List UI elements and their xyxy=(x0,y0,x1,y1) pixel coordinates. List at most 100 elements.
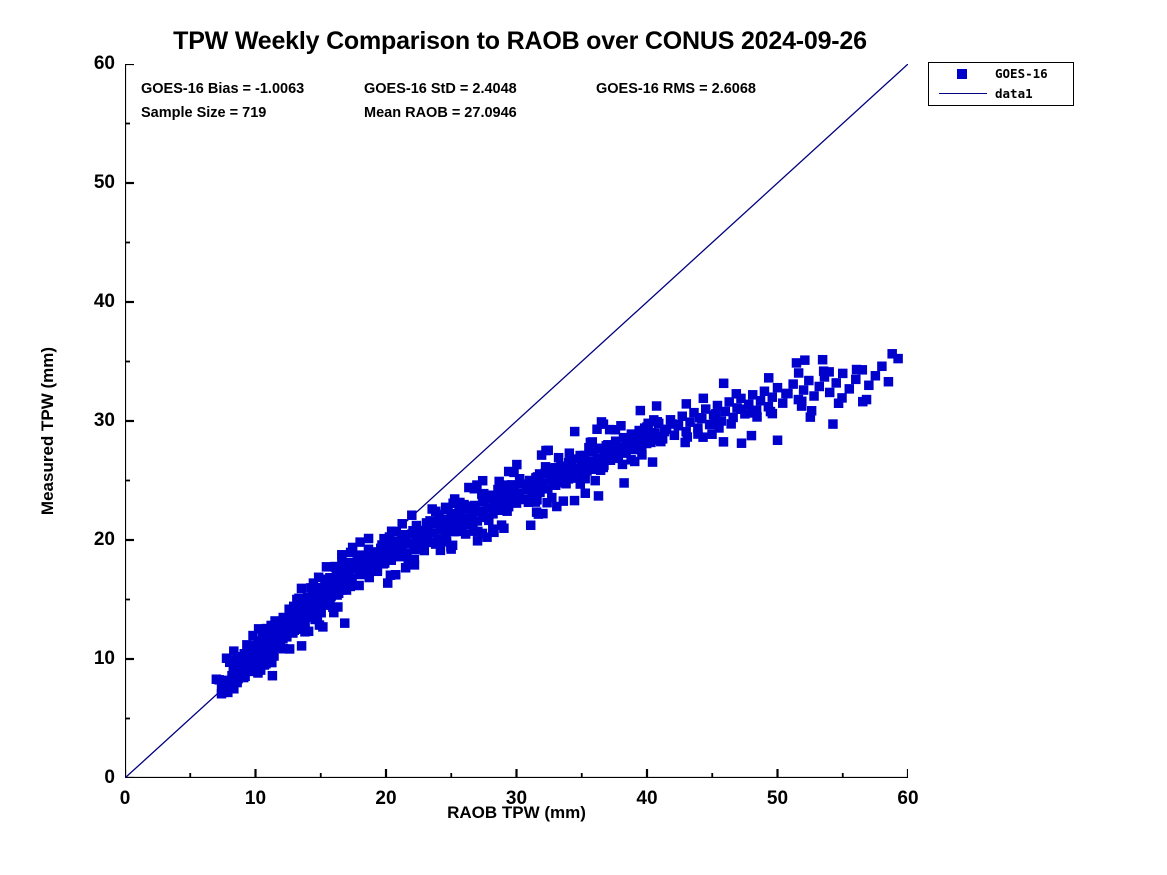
data-point xyxy=(584,443,594,453)
data-point xyxy=(337,561,348,572)
data-point xyxy=(468,526,479,536)
x-tick-label: 60 xyxy=(897,788,919,809)
data-point xyxy=(851,364,862,375)
data-point xyxy=(700,404,711,414)
data-point xyxy=(646,427,657,438)
data-point xyxy=(514,474,525,484)
data-point xyxy=(612,452,623,462)
data-point xyxy=(330,576,340,586)
data-point xyxy=(259,660,270,670)
data-point xyxy=(333,602,343,612)
data-point xyxy=(560,471,571,481)
data-point xyxy=(512,459,522,470)
data-point xyxy=(677,411,687,421)
data-point xyxy=(360,564,371,574)
data-point xyxy=(267,657,277,668)
data-point xyxy=(503,466,514,477)
data-point xyxy=(693,429,703,439)
data-point xyxy=(235,666,246,676)
data-point xyxy=(435,545,446,556)
data-point xyxy=(578,456,588,467)
data-point xyxy=(241,651,251,661)
data-point xyxy=(396,547,406,557)
data-point xyxy=(216,684,227,694)
data-point xyxy=(270,616,280,626)
data-point xyxy=(451,522,461,532)
data-point xyxy=(308,578,319,588)
data-point xyxy=(349,563,360,574)
data-point xyxy=(299,597,310,607)
data-point xyxy=(543,484,553,494)
data-point xyxy=(851,374,861,385)
data-point xyxy=(736,438,747,448)
x-tick-label: 50 xyxy=(766,788,789,809)
data-point xyxy=(379,533,389,544)
data-point xyxy=(409,560,420,570)
data-point xyxy=(724,397,734,407)
data-point xyxy=(689,407,699,418)
data-point xyxy=(618,432,629,443)
data-point xyxy=(547,492,557,503)
stat-bias: GOES-16 Bias = -1.0063 xyxy=(141,81,305,97)
y-tick-label: 50 xyxy=(93,172,115,193)
data-point xyxy=(582,466,592,476)
data-point xyxy=(401,531,411,542)
data-point xyxy=(554,474,565,484)
data-point xyxy=(262,649,273,659)
data-point xyxy=(639,423,650,433)
data-point xyxy=(838,368,848,379)
data-point xyxy=(296,583,307,594)
data-point xyxy=(587,464,598,475)
legend-label-data1: data1 xyxy=(995,86,1033,101)
data-point xyxy=(716,416,727,426)
legend-label-goes16: GOES-16 xyxy=(995,66,1048,81)
data-point xyxy=(464,482,474,493)
data-point xyxy=(316,607,326,618)
data-point xyxy=(385,570,396,580)
data-point xyxy=(505,494,515,505)
data-point xyxy=(857,365,868,375)
data-point xyxy=(731,389,742,399)
data-point xyxy=(548,478,559,488)
data-point xyxy=(292,613,303,624)
data-point xyxy=(456,500,467,510)
data-point xyxy=(572,468,583,479)
data-point xyxy=(534,469,545,479)
data-point xyxy=(893,353,903,364)
data-point xyxy=(817,354,828,365)
data-point xyxy=(436,524,446,535)
data-point xyxy=(450,508,461,519)
data-point xyxy=(558,496,569,506)
x-tick-label: 0 xyxy=(119,788,131,809)
chart-title: TPW Weekly Comparison to RAOB over CONUS… xyxy=(173,27,867,55)
data-point xyxy=(621,441,632,451)
data-point xyxy=(391,526,402,537)
data-point xyxy=(514,488,524,499)
data-point xyxy=(681,399,692,409)
data-point xyxy=(345,547,356,558)
data-point xyxy=(328,602,338,613)
data-point xyxy=(335,581,345,591)
data-point xyxy=(240,671,250,682)
data-point xyxy=(366,557,376,567)
data-point xyxy=(814,381,825,392)
data-point xyxy=(619,478,629,488)
data-point xyxy=(682,432,693,442)
data-point xyxy=(556,461,566,471)
scatter-series-goes16 xyxy=(211,349,903,699)
plot-area xyxy=(125,64,908,778)
data-point xyxy=(384,532,395,542)
data-point xyxy=(616,421,626,431)
data-point xyxy=(468,518,478,528)
data-point xyxy=(877,361,887,372)
data-point xyxy=(303,626,314,637)
data-point xyxy=(458,513,468,524)
data-point xyxy=(747,408,758,418)
data-point xyxy=(602,451,612,462)
data-point xyxy=(403,557,413,568)
data-point xyxy=(635,405,646,416)
data-point xyxy=(593,443,604,454)
data-point xyxy=(307,585,318,596)
data-point xyxy=(592,453,603,463)
